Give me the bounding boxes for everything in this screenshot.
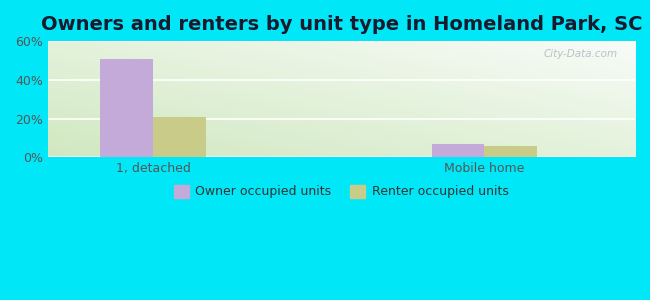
Title: Owners and renters by unit type in Homeland Park, SC: Owners and renters by unit type in Homel…	[40, 15, 642, 34]
Text: City-Data.com: City-Data.com	[543, 49, 618, 59]
Bar	[101, 58, 153, 157]
Bar	[432, 144, 484, 157]
Bar	[153, 117, 206, 157]
Legend: Owner occupied units, Renter occupied units: Owner occupied units, Renter occupied un…	[169, 180, 514, 203]
Bar	[484, 146, 537, 157]
